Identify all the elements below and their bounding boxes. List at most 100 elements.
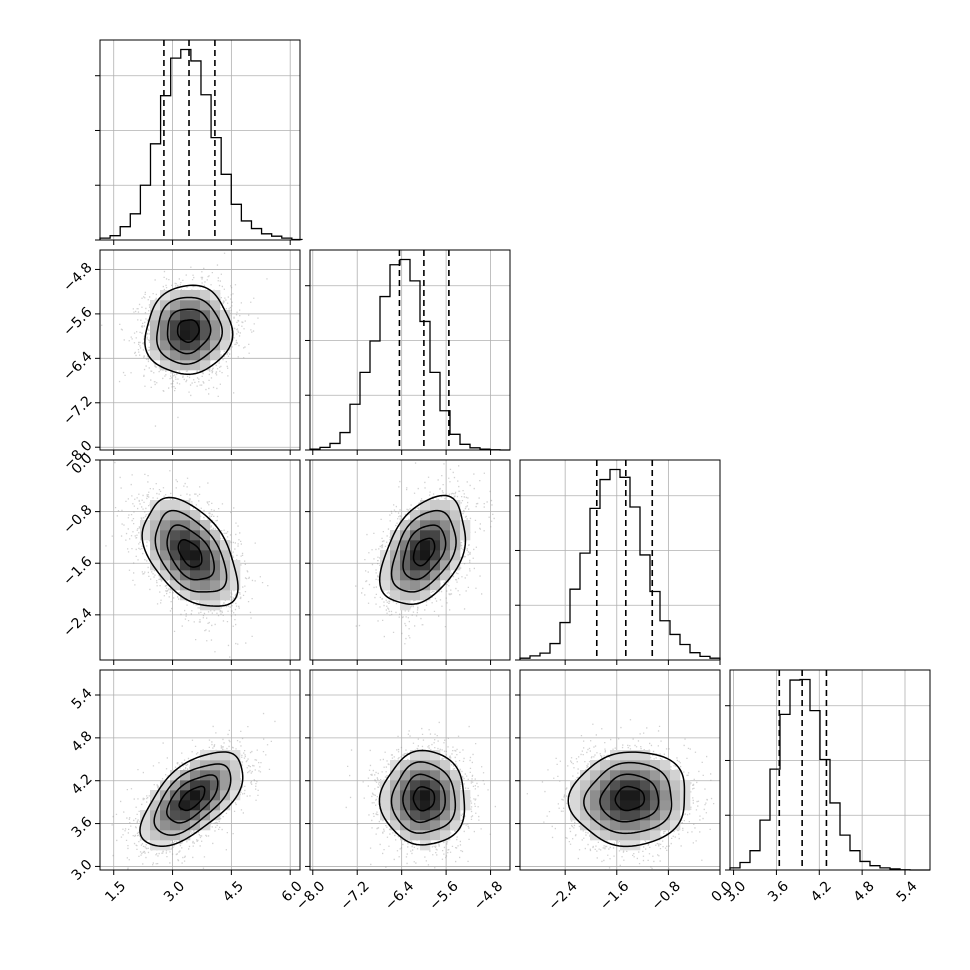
density-bin bbox=[210, 600, 221, 611]
density-bin bbox=[150, 560, 161, 571]
density-bin bbox=[390, 760, 401, 771]
y-tick-label: −6.4 bbox=[60, 349, 95, 384]
density-bin bbox=[400, 540, 411, 551]
density-bin bbox=[600, 760, 611, 771]
density-bin bbox=[180, 310, 191, 321]
density-bin bbox=[630, 780, 641, 791]
density-bin bbox=[600, 780, 611, 791]
density-bin bbox=[180, 530, 191, 541]
density-bin bbox=[180, 800, 191, 811]
density-bin bbox=[210, 800, 221, 811]
density-bin bbox=[210, 550, 221, 561]
density-bin bbox=[230, 770, 241, 781]
density-bin bbox=[390, 540, 401, 551]
density-bin bbox=[630, 830, 641, 841]
density-panel-0-3 bbox=[95, 669, 301, 875]
y-tick-label: −5.6 bbox=[60, 304, 95, 339]
density-bin bbox=[210, 810, 221, 821]
density-bin bbox=[590, 770, 601, 781]
density-bin bbox=[440, 560, 451, 571]
density-bin bbox=[190, 560, 201, 571]
density-bin bbox=[150, 550, 161, 561]
density-bin bbox=[380, 570, 391, 581]
histogram-panel-2 bbox=[515, 459, 721, 665]
x-tick-label: 3.0 bbox=[161, 878, 188, 905]
density-bin bbox=[160, 530, 171, 541]
panel-frame bbox=[309, 249, 511, 451]
density-bin bbox=[590, 780, 601, 791]
density-bin bbox=[420, 760, 431, 771]
density-bin bbox=[430, 550, 441, 561]
density-bin bbox=[430, 510, 441, 521]
density-bin bbox=[670, 790, 681, 801]
density-bin bbox=[170, 770, 181, 781]
density-bin bbox=[190, 580, 201, 591]
density-bin bbox=[180, 770, 191, 781]
density-bin bbox=[200, 340, 211, 351]
density-bin bbox=[220, 570, 231, 581]
density-bin bbox=[650, 760, 661, 771]
density-bin bbox=[600, 790, 611, 801]
density-bin bbox=[160, 500, 171, 511]
density-bin bbox=[160, 290, 171, 301]
density-bin bbox=[440, 760, 451, 771]
density-bin bbox=[210, 760, 221, 771]
contour-line bbox=[390, 761, 457, 834]
density-bin bbox=[170, 570, 181, 581]
density-bin bbox=[610, 810, 621, 821]
density-bin bbox=[200, 780, 211, 791]
density-bin bbox=[220, 330, 231, 341]
density-bin bbox=[180, 520, 191, 531]
density-bin bbox=[660, 760, 671, 771]
density-bin bbox=[400, 800, 411, 811]
density-bin bbox=[210, 350, 221, 361]
density-bin bbox=[400, 520, 411, 531]
histogram-step-line bbox=[99, 48, 303, 241]
density-bin bbox=[170, 530, 181, 541]
y-tick-label: −1.6 bbox=[60, 553, 95, 588]
panel-frame bbox=[309, 459, 511, 661]
density-bin bbox=[610, 820, 621, 831]
density-bin bbox=[400, 590, 411, 601]
density-bin bbox=[210, 340, 221, 351]
density-bin bbox=[160, 560, 171, 571]
density-bin bbox=[410, 830, 421, 841]
x-tick-label: 3.6 bbox=[765, 878, 792, 905]
density-bin bbox=[200, 570, 211, 581]
density-bin bbox=[200, 590, 211, 601]
density-bin bbox=[420, 790, 431, 801]
density-bin bbox=[390, 570, 401, 581]
density-bin bbox=[420, 510, 431, 521]
density-bin bbox=[210, 770, 221, 781]
y-tick-label: 4.2 bbox=[69, 771, 96, 798]
density-bin bbox=[400, 770, 411, 781]
density-bin bbox=[600, 830, 611, 841]
density-bin bbox=[410, 580, 421, 591]
density-bin bbox=[420, 830, 431, 841]
x-tick-label: 5.4 bbox=[894, 878, 921, 905]
y-tick-label: −2.4 bbox=[60, 605, 95, 640]
density-bin bbox=[180, 820, 191, 831]
density-bin bbox=[150, 510, 161, 521]
density-bin bbox=[140, 520, 151, 531]
density-panel-1-3 bbox=[305, 669, 511, 875]
density-bin bbox=[610, 790, 621, 801]
panel-content bbox=[310, 460, 510, 660]
density-bin bbox=[400, 760, 411, 771]
density-bin bbox=[180, 830, 191, 841]
contour-line bbox=[567, 751, 686, 848]
density-bin bbox=[590, 790, 601, 801]
density-bin bbox=[160, 320, 171, 331]
density-bin bbox=[180, 300, 191, 311]
density-bin bbox=[210, 580, 221, 591]
density-bin bbox=[440, 830, 451, 841]
density-bin bbox=[670, 770, 681, 781]
density-bin bbox=[150, 320, 161, 331]
density-bin bbox=[650, 780, 661, 791]
contour-line bbox=[583, 761, 673, 835]
contour-line bbox=[390, 509, 457, 593]
density-bin bbox=[410, 560, 421, 571]
density-bin bbox=[580, 780, 591, 791]
density-bin bbox=[220, 320, 231, 331]
